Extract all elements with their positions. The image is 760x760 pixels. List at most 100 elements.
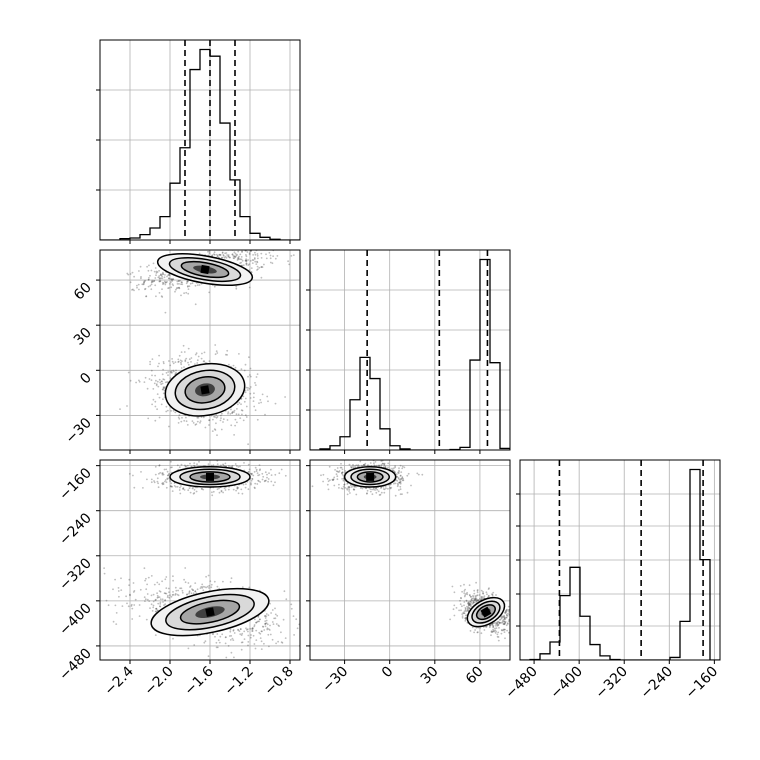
scatter-point (263, 480, 266, 483)
scatter-point (165, 587, 168, 589)
scatter-point (187, 489, 190, 492)
scatter-point (366, 489, 369, 492)
scatter-point (224, 642, 227, 645)
scatter-point (507, 605, 510, 608)
scatter-point (274, 481, 276, 484)
scatter-point (399, 464, 402, 467)
scatter-point (229, 630, 232, 633)
scatter-point (257, 257, 259, 260)
scatter-point (399, 481, 401, 484)
scatter-point (219, 254, 222, 256)
scatter-point (505, 613, 508, 616)
scatter-point (242, 264, 245, 267)
scatter-point (251, 259, 254, 261)
scatter-point (465, 616, 467, 619)
scatter-point (133, 590, 136, 592)
tick-label-x: −2.0 (141, 664, 176, 699)
scatter-point (137, 283, 140, 286)
scatter-point (218, 253, 221, 256)
scatter-point (243, 638, 246, 640)
scatter-point (244, 397, 247, 400)
scatter-point (465, 610, 467, 613)
scatter-point (181, 591, 184, 594)
scatter-point (492, 591, 495, 594)
scatter-point (143, 381, 146, 383)
scatter-point (159, 280, 162, 283)
scatter-point (166, 477, 169, 480)
scatter-point (233, 409, 236, 412)
scatter-point (495, 627, 498, 629)
scatter-point (170, 278, 173, 281)
scatter-point (498, 627, 500, 629)
scatter-point (494, 629, 496, 632)
contour-line (169, 466, 251, 488)
scatter-point (128, 578, 131, 581)
scatter-point (156, 271, 159, 273)
scatter-point (270, 468, 272, 471)
scatter-point (282, 618, 285, 621)
scatter-point (292, 254, 295, 256)
scatter-point (228, 363, 230, 366)
scatter-point (254, 260, 257, 263)
scatter-point (244, 259, 247, 262)
scatter-point (165, 372, 168, 374)
scatter-point (234, 255, 237, 258)
scatter-point (262, 245, 264, 247)
scatter-point (193, 492, 196, 494)
scatter-point (410, 484, 412, 487)
scatter-point (290, 603, 293, 606)
scatter-point (290, 607, 293, 610)
scatter-point (274, 607, 276, 610)
scatter-point (139, 588, 142, 591)
scatter-point (231, 411, 234, 414)
scatter-point (162, 388, 164, 390)
scatter-point (172, 593, 175, 596)
scatter-point (150, 269, 153, 272)
scatter-point (203, 351, 206, 354)
scatter-point (242, 458, 244, 460)
scatter-point (265, 253, 267, 256)
scatter-point (341, 471, 344, 474)
scatter-point (223, 247, 225, 249)
scatter-point (146, 593, 149, 595)
scatter-point (256, 621, 259, 623)
scatter-point (490, 634, 492, 637)
scatter-point (147, 278, 150, 281)
scatter-point (271, 638, 274, 641)
scatter-point (244, 486, 247, 489)
scatter-point (398, 481, 401, 484)
scatter-point (383, 464, 386, 467)
scatter-point (473, 592, 476, 595)
scatter-point (242, 483, 245, 486)
scatter-point (393, 482, 395, 485)
scatter-point (258, 402, 260, 404)
scatter-point (167, 374, 169, 377)
scatter-point (333, 484, 336, 487)
scatter-point (503, 623, 506, 626)
scatter-point (207, 250, 209, 253)
scatter-point (259, 618, 261, 621)
scatter-point (194, 582, 197, 584)
scatter-point (198, 252, 201, 255)
scatter-point (177, 594, 180, 597)
scatter-point (494, 632, 497, 634)
scatter-point (165, 468, 168, 471)
scatter-point (449, 618, 451, 621)
scatter-point (188, 487, 191, 490)
scatter-point (216, 633, 219, 635)
scatter-point (491, 624, 494, 626)
scatter-point (161, 473, 164, 476)
scatter-point (164, 578, 167, 581)
scatter-point (165, 592, 168, 595)
scatter-point (156, 594, 159, 597)
scatter-point (164, 281, 167, 284)
scatter-point (266, 628, 269, 631)
scatter-point (103, 572, 106, 575)
scatter-point (240, 256, 243, 258)
scatter-point (214, 429, 217, 431)
scatter-point (265, 619, 268, 622)
scatter-point (178, 466, 181, 469)
scatter-point (354, 465, 356, 468)
scatter-point (133, 289, 135, 292)
scatter-point (492, 624, 495, 627)
